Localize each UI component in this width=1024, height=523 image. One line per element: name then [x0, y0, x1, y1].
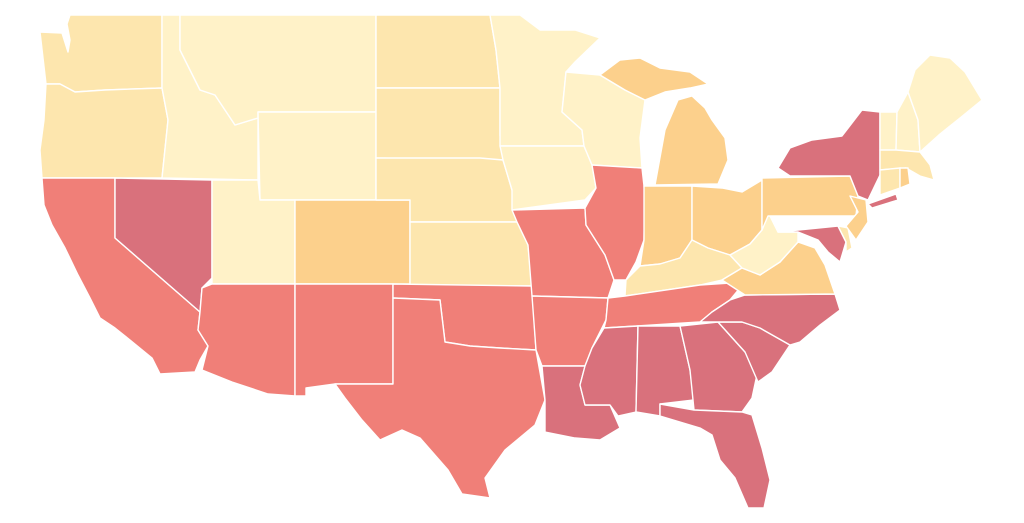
state-mi[interactable]	[654, 95, 729, 186]
state-ct[interactable]	[879, 167, 901, 196]
state-me[interactable]	[907, 54, 983, 153]
state-ia[interactable]	[499, 145, 597, 211]
state-wy[interactable]	[257, 111, 377, 201]
state-nj[interactable]	[845, 195, 869, 241]
state-ks[interactable]	[409, 221, 533, 287]
state-nd[interactable]	[375, 14, 501, 89]
state-nm[interactable]	[294, 283, 394, 397]
state-mi-up[interactable]	[599, 57, 709, 101]
state-wa[interactable]	[39, 14, 163, 93]
state-fl[interactable]	[659, 403, 771, 509]
state-co[interactable]	[294, 199, 411, 285]
state-pa[interactable]	[761, 175, 859, 231]
state-sd[interactable]	[375, 87, 504, 161]
state-or[interactable]	[39, 83, 169, 179]
state-nc[interactable]	[699, 293, 841, 346]
state-az[interactable]	[197, 283, 296, 397]
state-ri[interactable]	[899, 167, 911, 189]
state-ny-li[interactable]	[867, 193, 899, 209]
state-tx[interactable]	[334, 297, 546, 499]
